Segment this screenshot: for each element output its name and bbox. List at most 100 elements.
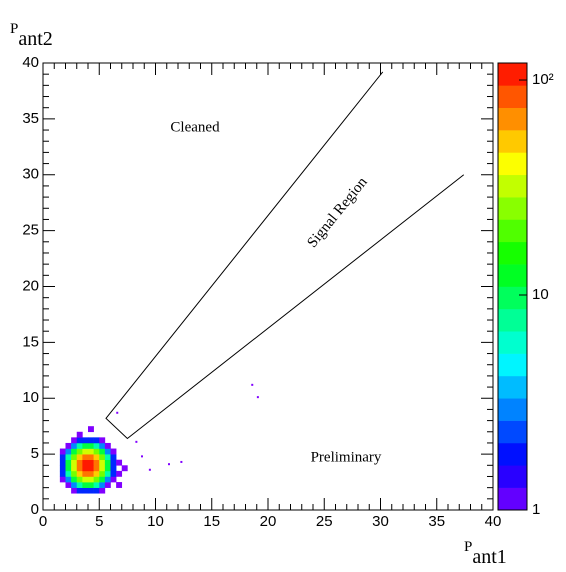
colorbar-step (498, 331, 527, 354)
bin (99, 465, 106, 472)
y-tick-label: 35 (22, 110, 39, 127)
bin (99, 437, 106, 444)
bin (59, 470, 66, 477)
bin (88, 454, 94, 461)
bin (76, 431, 83, 438)
bin (71, 442, 78, 449)
bin (71, 448, 78, 455)
y-axis-label-main: P (10, 21, 18, 37)
annotation: Preliminary (311, 449, 382, 465)
bin (59, 448, 66, 455)
colorbar-step (498, 152, 527, 176)
colorbar-step (498, 174, 527, 198)
bin (59, 454, 66, 461)
bin (76, 487, 83, 494)
bin (99, 482, 106, 488)
colorbar-frame (497, 62, 528, 511)
bin (82, 454, 89, 461)
bin (104, 470, 111, 477)
colorbar-tick-label: 10 (532, 286, 549, 303)
bin (65, 454, 72, 461)
bin (104, 476, 111, 483)
bin (65, 482, 72, 488)
bin (104, 459, 111, 466)
colorbar-step (498, 85, 527, 108)
y-axis-label-sub: ant2 (18, 28, 52, 50)
colorbar-step (498, 107, 527, 131)
bin (65, 448, 72, 455)
bin (110, 465, 117, 472)
colorbar-step (498, 286, 527, 310)
point (256, 396, 259, 399)
bin (88, 437, 94, 444)
bin (82, 437, 89, 444)
bin (82, 459, 89, 466)
bin (76, 437, 83, 444)
bin (65, 470, 72, 477)
bin (99, 454, 106, 461)
bin (99, 476, 106, 483)
bin (71, 470, 78, 477)
bin (76, 465, 83, 472)
colorbar-step (498, 308, 527, 332)
y-tick-label: 30 (22, 166, 39, 183)
bin (104, 482, 111, 488)
colorbar-step (498, 353, 527, 377)
bin (76, 470, 83, 477)
y-tick-label: 0 (31, 501, 39, 518)
bin (88, 426, 94, 433)
y-tick-label: 5 (31, 445, 39, 462)
bin (93, 437, 100, 444)
bin (88, 442, 94, 449)
bin (99, 448, 106, 455)
bin (71, 476, 78, 483)
bin (88, 482, 94, 488)
colorbar-step (498, 465, 527, 488)
bin (110, 459, 117, 466)
bin (82, 482, 89, 488)
bin (104, 448, 111, 455)
bin (82, 487, 89, 494)
point (135, 440, 138, 443)
x-tick-label: 0 (39, 513, 47, 530)
bin (121, 465, 128, 472)
point (141, 455, 143, 458)
bin (93, 448, 100, 455)
x-tick-label: 35 (428, 513, 445, 530)
y-tick-label: 25 (22, 222, 39, 239)
colorbar-step (498, 487, 527, 511)
y-tick-label: 10 (22, 389, 39, 406)
bin (88, 459, 94, 466)
bin (99, 470, 106, 477)
point (180, 460, 183, 463)
y-axis-label: Pant2 (10, 21, 53, 49)
bin (82, 465, 89, 472)
bin (93, 465, 100, 472)
bin (93, 482, 100, 488)
bin (88, 448, 94, 455)
bin (59, 476, 66, 483)
bin (104, 465, 111, 472)
x-axis-label-main: P (464, 539, 472, 555)
x-tick-label: 10 (147, 513, 164, 530)
bin (76, 459, 83, 466)
bin (116, 459, 123, 466)
bin (71, 482, 78, 488)
point (116, 411, 119, 414)
bin (88, 476, 94, 483)
bin (82, 470, 89, 477)
bin (65, 465, 72, 472)
point (251, 383, 254, 386)
colorbar-step (498, 264, 527, 287)
colorbar-tick-label: 1 (532, 501, 540, 518)
bin (93, 487, 100, 494)
bin (71, 487, 78, 494)
y-tick-label: 40 (22, 54, 39, 71)
bin (93, 454, 100, 461)
colorbar-step (498, 420, 527, 444)
bin (99, 442, 106, 449)
bin (76, 454, 83, 461)
bin (93, 476, 100, 483)
